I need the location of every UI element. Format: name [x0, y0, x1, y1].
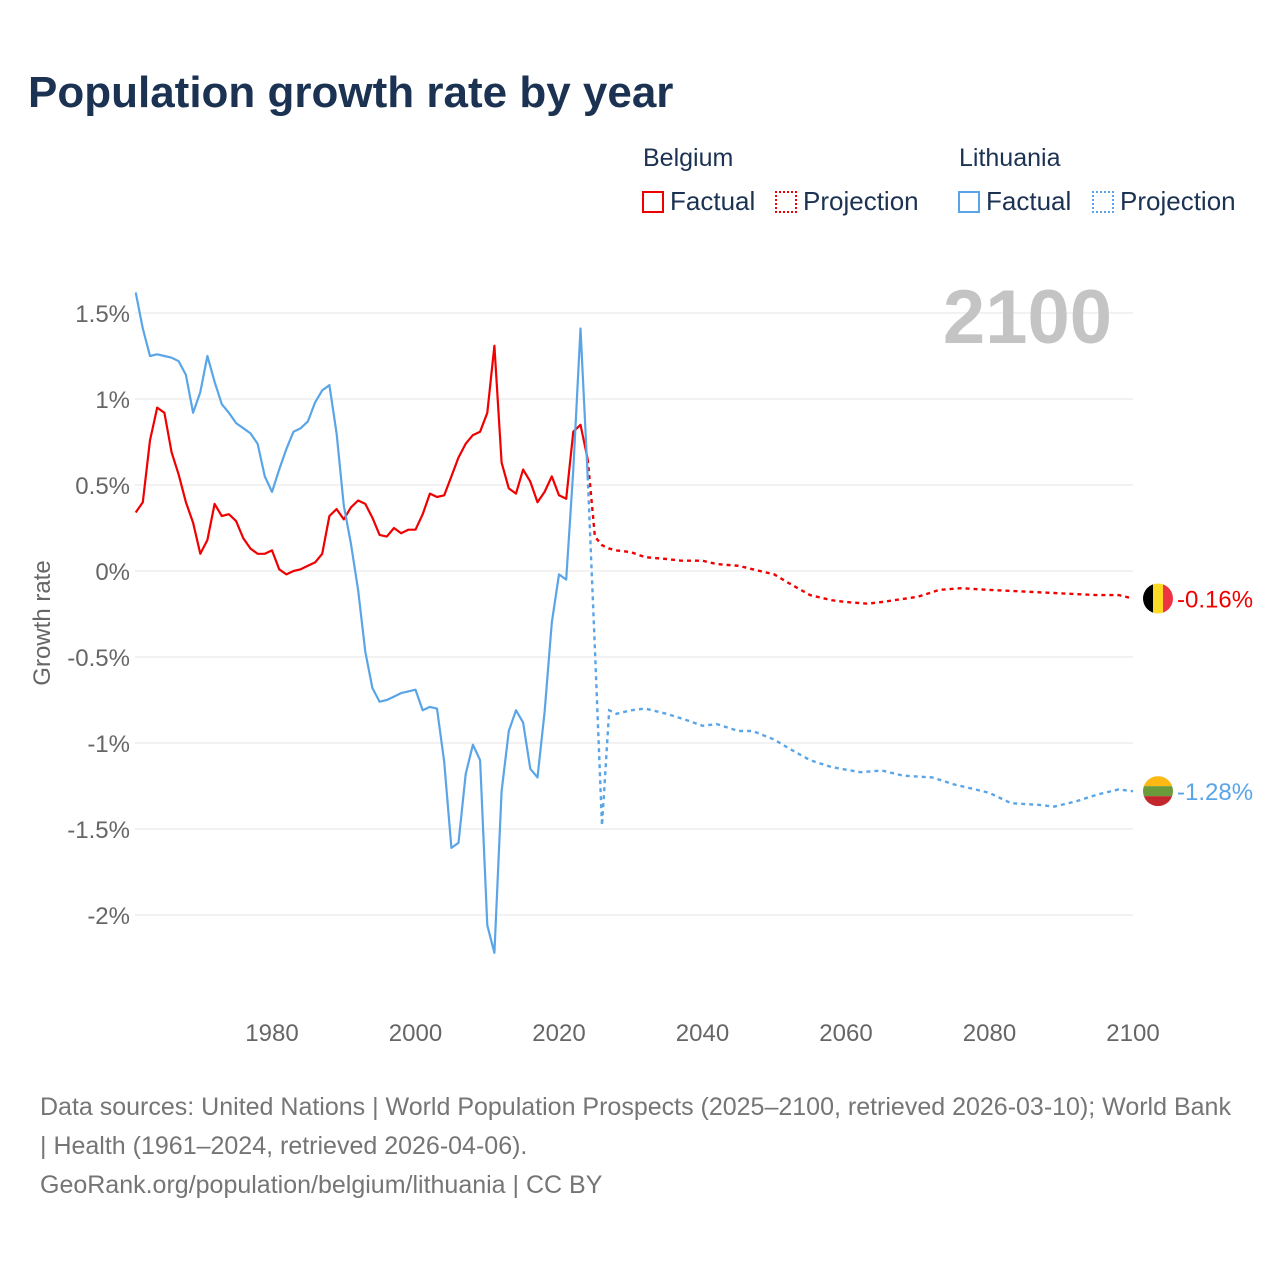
- x-tick-label: 2000: [389, 1020, 442, 1047]
- y-tick-label: -2%: [87, 903, 130, 930]
- flag-stripe: [1143, 796, 1173, 807]
- flag-stripe: [1143, 786, 1173, 797]
- legend-group-belgium: Belgium: [643, 144, 734, 172]
- y-axis-label: Growth rate: [29, 560, 56, 685]
- x-tick-label: 1980: [245, 1020, 298, 1047]
- lithuania-flag-icon: [1143, 776, 1173, 807]
- legend-lithuania-projection[interactable]: Projection: [1092, 186, 1236, 217]
- belgium-flag-icon: [1143, 583, 1173, 614]
- lithuania-factual-line: [134, 292, 589, 954]
- y-tick-label: -1%: [87, 731, 130, 758]
- legend-label: Projection: [1120, 186, 1236, 216]
- flag-stripe: [1143, 776, 1173, 787]
- belgium-end-value-label: -0.16%: [1177, 587, 1253, 614]
- flag-stripe: [1163, 583, 1173, 614]
- belgium-factual-line: [134, 344, 589, 576]
- x-tick-label: 2060: [819, 1020, 872, 1047]
- legend-label: Factual: [670, 186, 756, 216]
- y-tick-label: 0%: [95, 559, 130, 586]
- legend-lithuania-factual[interactable]: Factual: [958, 186, 1071, 217]
- x-tick-label: 2020: [532, 1020, 585, 1047]
- solid-swatch-icon: [642, 190, 664, 213]
- belgium-projection-line: [586, 459, 1134, 605]
- legend-group-lithuania: Lithuania: [959, 144, 1061, 172]
- flag-stripe: [1143, 583, 1153, 614]
- lithuania-projection-line: [586, 476, 1134, 826]
- y-tick-label: -0.5%: [67, 645, 130, 672]
- legend-label: Factual: [986, 186, 1072, 216]
- dotted-swatch-icon: [775, 190, 797, 213]
- x-tick-label: 2040: [676, 1020, 729, 1047]
- data-sources: Data sources: United Nations | World Pop…: [40, 1093, 1231, 1160]
- chart-title: Population growth rate by year: [28, 68, 674, 117]
- legend-belgium-factual[interactable]: Factual: [642, 186, 755, 217]
- x-tick-label: 2080: [963, 1020, 1016, 1047]
- footer: Data sources: United Nations | World Pop…: [40, 1088, 1240, 1205]
- dotted-swatch-icon: [1092, 190, 1114, 213]
- solid-swatch-icon: [958, 190, 980, 213]
- y-tick-label: 1%: [95, 387, 130, 414]
- legend-label: Projection: [803, 186, 919, 216]
- lithuania-end-value-label: -1.28%: [1177, 779, 1253, 806]
- y-tick-label: 0.5%: [75, 473, 130, 500]
- legend-belgium-projection[interactable]: Projection: [775, 186, 919, 217]
- flag-stripe: [1153, 583, 1163, 614]
- y-tick-label: 1.5%: [75, 301, 130, 328]
- x-tick-label: 2100: [1106, 1020, 1159, 1047]
- line-chart: 1.5% 1% 0.5% 0% -0.5% -1% -1.5% -2% 1980 2000 2020…: [29, 275, 1253, 1047]
- y-tick-label: -1.5%: [67, 817, 130, 844]
- year-indicator: 2100: [943, 275, 1112, 360]
- credit-link[interactable]: GeoRank.org/population/belgium/lithuania…: [40, 1171, 603, 1199]
